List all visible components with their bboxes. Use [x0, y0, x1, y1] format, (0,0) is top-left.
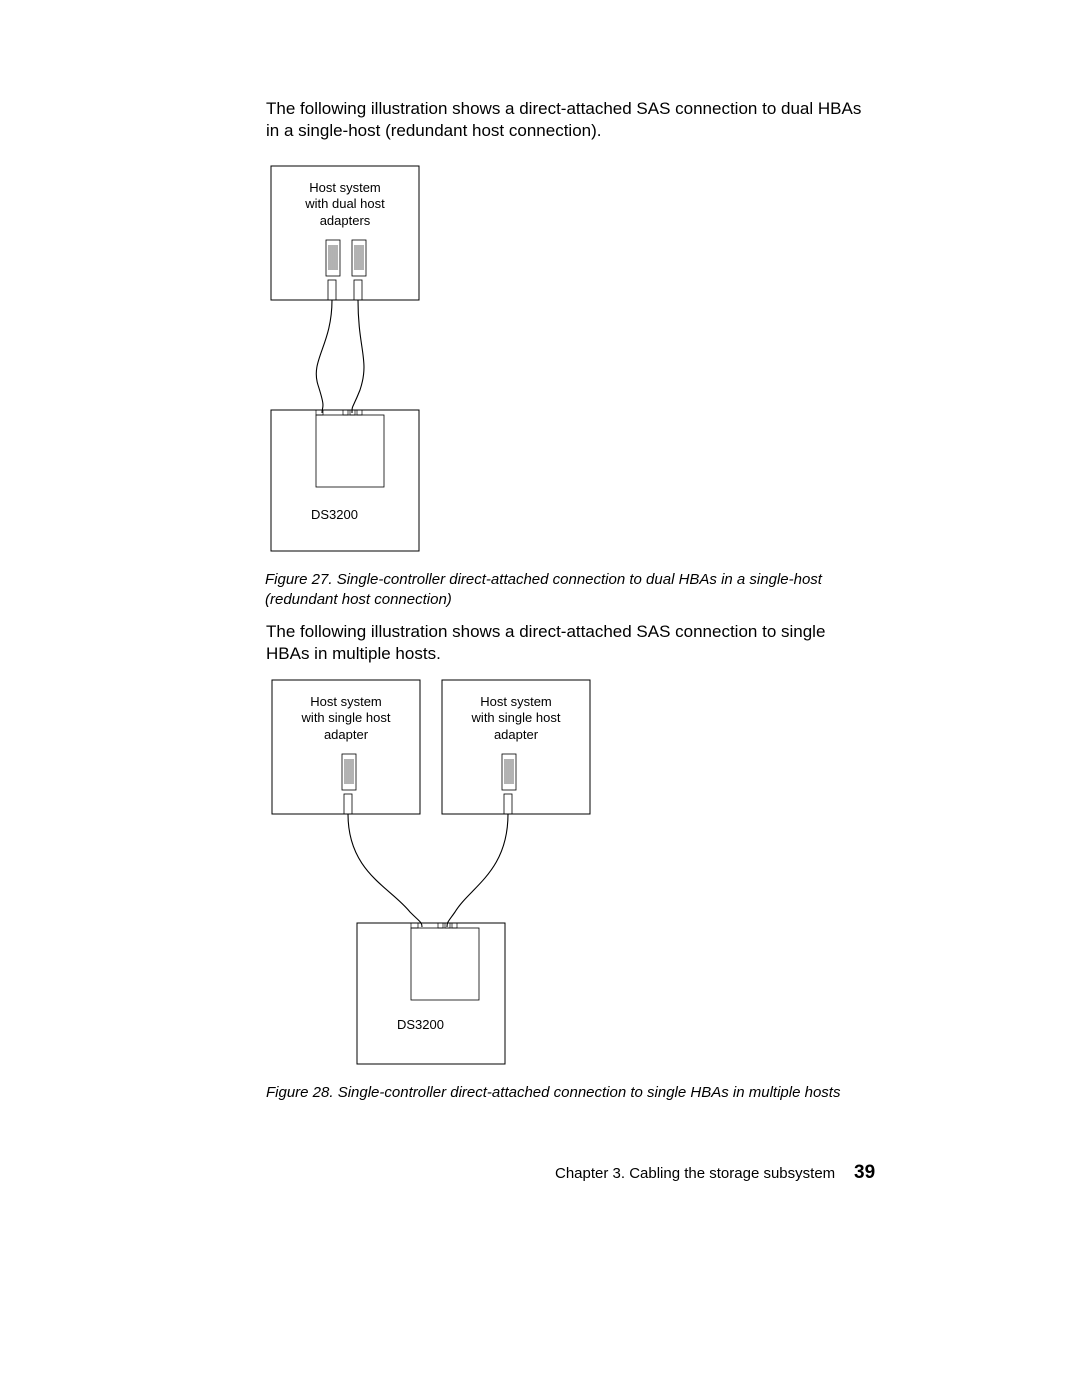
footer-chapter: Chapter 3. Cabling the storage subsystem: [555, 1165, 835, 1182]
storage-node: [271, 410, 419, 551]
paragraph-intro-fig28: The following illustration shows a direc…: [266, 621, 871, 665]
host2-label-line3: adapter: [494, 727, 538, 742]
host1-label-line2: with single host: [302, 710, 391, 725]
host-label-line3: adapters: [320, 213, 371, 228]
host-label-line2: with dual host: [305, 196, 385, 211]
host-label-fig27: Host system with dual host adapters: [271, 180, 419, 229]
host1-hba-port: [342, 754, 356, 814]
host-label-line1: Host system: [309, 180, 381, 195]
host1-label-line3: adapter: [324, 727, 368, 742]
storage-node-fig28: [357, 923, 505, 1064]
sas-cable-2: [352, 300, 364, 413]
host1-label-line1: Host system: [310, 694, 382, 709]
figure-27-caption: Figure 27. Single-controller direct-atta…: [265, 570, 830, 609]
sas-cable-host1: [348, 814, 422, 927]
storage-label-fig27: DS3200: [311, 507, 358, 522]
hba-port-2: [352, 240, 366, 300]
sas-cable-1: [316, 300, 332, 413]
page: The following illustration shows a direc…: [0, 0, 1080, 1397]
host2-label-fig28: Host system with single host adapter: [442, 694, 590, 743]
hba-port-1: [326, 240, 340, 300]
host1-label-fig28: Host system with single host adapter: [272, 694, 420, 743]
storage-label-fig28: DS3200: [397, 1017, 444, 1032]
paragraph-intro-fig27: The following illustration shows a direc…: [266, 98, 871, 142]
host2-label-line1: Host system: [480, 694, 552, 709]
figure-28-caption: Figure 28. Single-controller direct-atta…: [266, 1083, 876, 1103]
host2-label-line2: with single host: [472, 710, 561, 725]
sas-cable-host2: [447, 814, 508, 927]
host2-hba-port: [502, 754, 516, 814]
footer-page-number: 39: [854, 1162, 875, 1184]
